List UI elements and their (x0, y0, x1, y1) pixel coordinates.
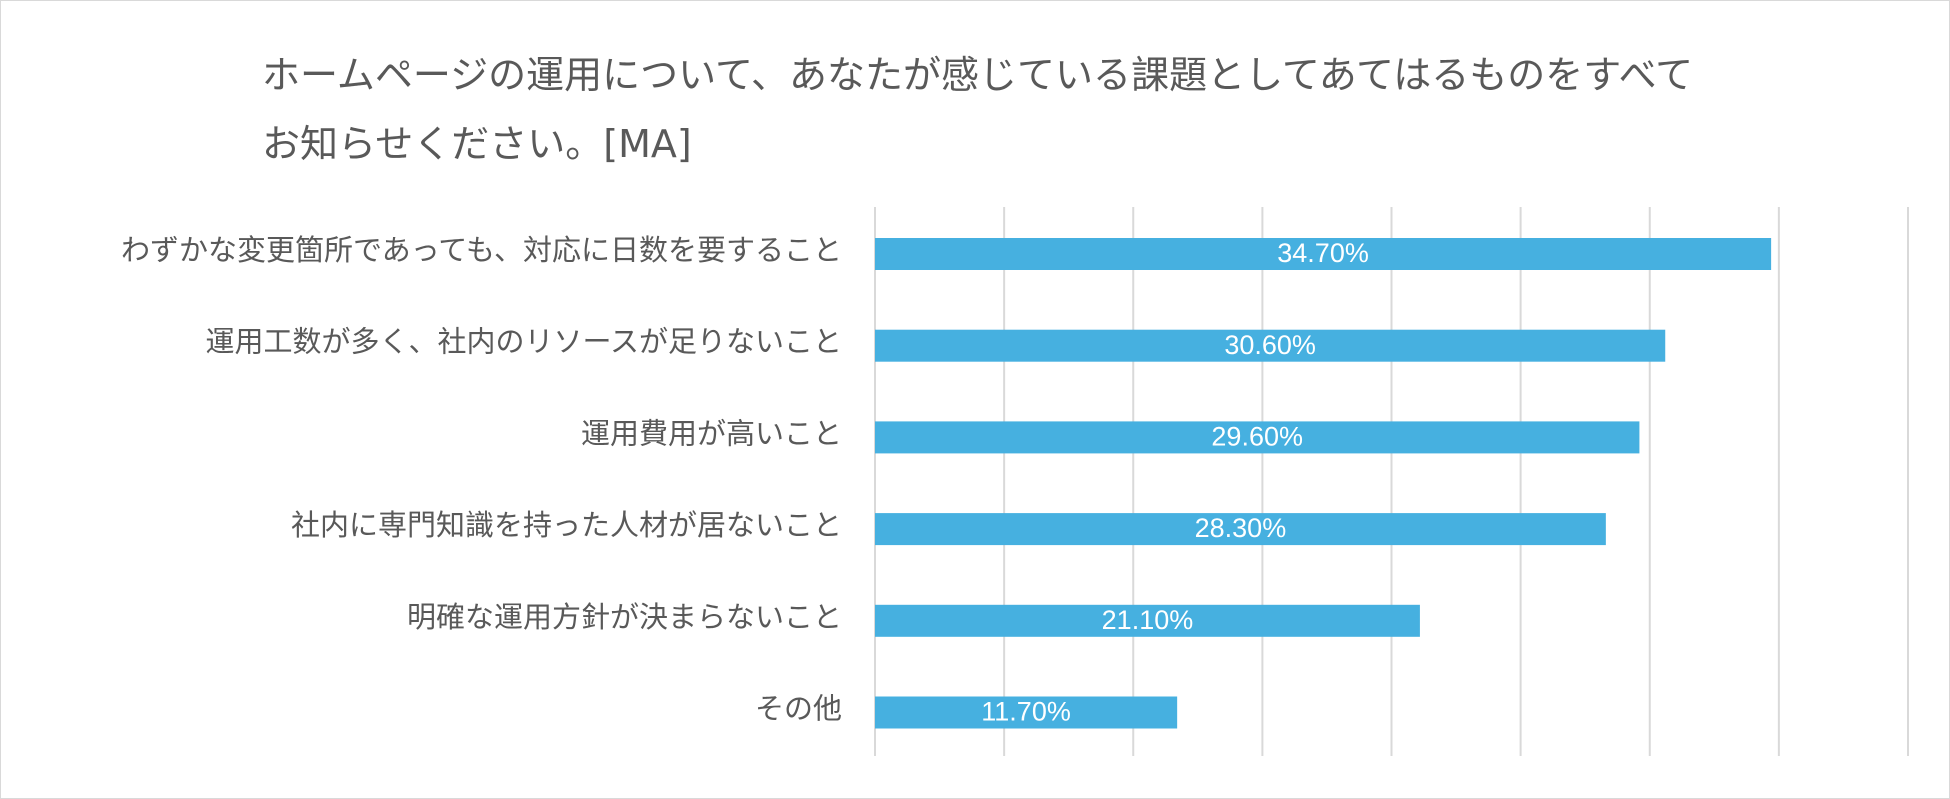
category-label: わずかな変更箇所であっても、対応に日数を要すること (121, 233, 842, 267)
bar (875, 696, 1178, 729)
bar (875, 238, 1772, 270)
category-label: 社内に専門知識を持った人材が居ないこと (291, 508, 842, 542)
chart-title-line-1: ホームページの運用について、あなたが感じている課題としてあてはるものをすべて (262, 53, 1693, 97)
bar (875, 329, 1666, 362)
bar-value-label: 29.60% (1211, 422, 1303, 452)
chart-title: ホームページの運用について、あなたが感じている課題としてあてはるものをすべて お… (262, 53, 1693, 166)
category-label: 明確な運用方針が決まらないこと (407, 600, 842, 634)
category-label: 運用費用が高いこと (581, 416, 842, 450)
bar (875, 421, 1640, 454)
category-label: 運用工数が多く、社内のリソースが足りないこと (205, 325, 842, 359)
chart-title-line-2: お知らせください。[MA] (262, 122, 692, 166)
bars: 34.70% 30.60% 29.60% 28.30% 21.10% 11.70% (875, 238, 1772, 729)
category-labels: わずかな変更箇所であっても、対応に日数を要すること運用工数が多く、社内のリソース… (121, 233, 842, 726)
gridlines (874, 207, 1909, 756)
bar (875, 513, 1606, 546)
bar-value-label: 34.70% (1277, 238, 1369, 268)
bar-value-label: 28.30% (1195, 513, 1287, 543)
bar (875, 604, 1420, 637)
bar-value-label: 21.10% (1102, 605, 1194, 635)
bar-value-label: 30.60% (1224, 330, 1316, 360)
category-label: その他 (755, 692, 842, 726)
bar-value-label: 11.70% (981, 697, 1071, 727)
